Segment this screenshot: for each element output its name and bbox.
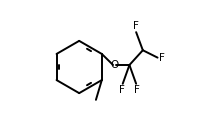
Text: F: F	[159, 53, 165, 63]
Text: O: O	[111, 60, 119, 70]
Text: F: F	[134, 85, 140, 95]
Text: F: F	[119, 85, 125, 95]
Text: F: F	[133, 21, 139, 31]
